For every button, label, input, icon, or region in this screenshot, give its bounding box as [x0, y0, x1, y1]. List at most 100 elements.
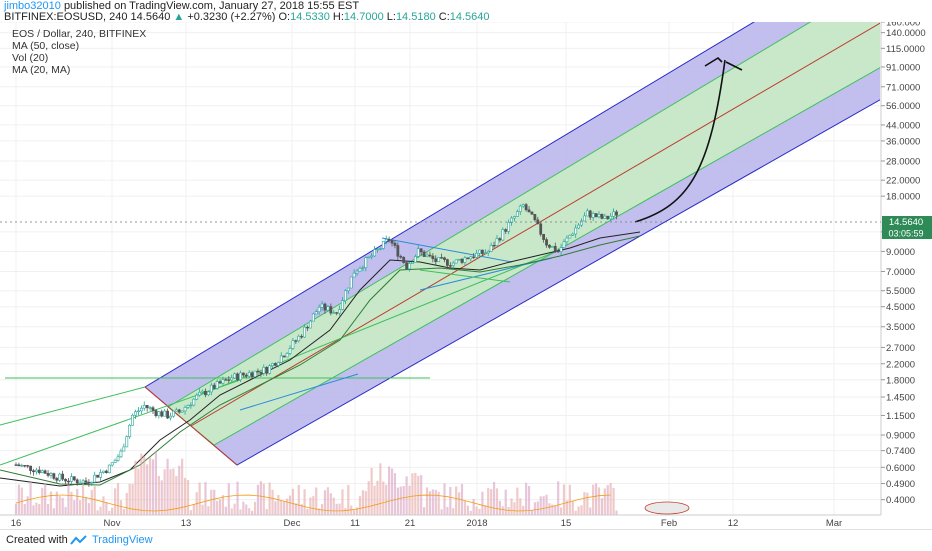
volume-bar	[603, 488, 606, 515]
candle-body	[279, 355, 283, 363]
volume-bar	[76, 488, 79, 515]
volume-bar	[495, 488, 499, 515]
candle-body	[381, 240, 385, 249]
volume-bar	[283, 501, 286, 515]
candle-body	[501, 229, 505, 241]
trend-line-4	[199, 249, 561, 396]
candle-body	[64, 478, 67, 482]
volume-bar	[592, 484, 595, 515]
tradingview-brand-link[interactable]: TradingView	[92, 534, 153, 546]
candle-body	[428, 254, 432, 257]
legend-ma50[interactable]: MA (50, close)	[12, 40, 80, 52]
candle-body	[600, 214, 604, 219]
candle-body	[177, 409, 181, 413]
volume-bar	[373, 485, 376, 515]
volume-bar	[84, 496, 88, 515]
volume-bar	[221, 495, 225, 515]
volume-bar	[469, 510, 472, 515]
price-tick-label: 140.0000	[886, 28, 926, 39]
candle-body	[256, 370, 260, 373]
volume-bar	[484, 505, 487, 515]
price-tick-label: 18.0000	[886, 192, 920, 203]
candle-body	[35, 469, 38, 473]
volume-bar	[277, 495, 280, 515]
candle-body	[355, 270, 359, 274]
price-tick-label: 9.0000	[886, 247, 915, 258]
volume-bar	[198, 482, 201, 515]
candle-body	[457, 258, 461, 261]
price-tick-label: 1.8000	[886, 375, 915, 386]
legend-title: EOS / Dollar, 240, BITFINEX	[12, 28, 147, 40]
volume-bar	[213, 489, 216, 515]
volume-bar	[154, 451, 158, 515]
candle-body	[583, 215, 586, 222]
volume-bar	[38, 504, 41, 515]
candle-body	[469, 256, 473, 260]
candle-body	[303, 326, 306, 338]
volume-bar	[335, 503, 338, 515]
volume-bar	[29, 481, 32, 515]
time-tick-label: Feb	[661, 518, 677, 529]
volume-bar	[388, 466, 391, 515]
time-axis[interactable]: 16 Nov 13 Dec 11 21 2018 15 Feb 12 Mar	[11, 518, 842, 529]
candle-body	[166, 410, 169, 419]
volume-bar	[606, 485, 609, 515]
candle-body	[335, 312, 339, 314]
volume-bar	[122, 508, 125, 515]
price-tick-label: 0.7400	[886, 446, 915, 457]
last-price-tag: 14.5640 03:05:59	[882, 216, 932, 239]
candle-body	[17, 464, 21, 467]
last-price-tag-text: 14.5640	[889, 217, 923, 228]
volume-bar	[446, 506, 449, 515]
price-tick-label: 56.0000	[886, 101, 920, 112]
volume-bar	[466, 505, 469, 515]
candle-body	[396, 245, 400, 257]
candle-body	[553, 245, 557, 252]
volume-bar	[551, 504, 554, 515]
volume-bar	[615, 510, 618, 515]
candle-body	[510, 217, 513, 223]
candle-body	[530, 211, 534, 215]
volume-bar	[481, 491, 484, 515]
candle-body	[332, 312, 336, 314]
candle-body	[172, 410, 175, 417]
volume-bar	[533, 502, 536, 515]
price-tick-label: 4.5000	[886, 302, 915, 313]
candle-body	[612, 211, 615, 217]
volume-bar	[236, 481, 239, 515]
candle-body	[212, 384, 216, 389]
candle-body	[55, 478, 59, 481]
volume-bar	[297, 485, 300, 515]
candle-body	[603, 215, 607, 219]
volume-bar	[597, 487, 601, 515]
candle-body	[384, 239, 388, 242]
legend-volume[interactable]: Vol (20)	[12, 52, 49, 64]
volume-bar	[268, 482, 271, 515]
volume-bar	[55, 491, 58, 515]
candle-body	[137, 410, 140, 413]
volume-bar	[309, 497, 312, 515]
volume-bar	[294, 503, 297, 515]
volume-bar	[242, 501, 245, 515]
volume-bar	[463, 500, 467, 515]
volume-bar	[230, 508, 233, 515]
candle-body	[134, 411, 137, 416]
publisher-username[interactable]: jimbo32010	[4, 0, 61, 12]
volume-bar	[300, 504, 303, 515]
volume-bar	[355, 507, 359, 515]
legend-ma20[interactable]: MA (20, MA)	[12, 64, 71, 76]
time-tick-label: 13	[181, 518, 192, 529]
candle-body	[32, 470, 35, 473]
candle-body	[75, 479, 79, 484]
volume-bar	[411, 473, 414, 515]
volume-bar	[565, 500, 569, 515]
candle-body	[239, 372, 242, 381]
price-tick-label: 160.000	[886, 22, 920, 29]
volume-bar	[455, 486, 458, 515]
volume-bar	[61, 497, 64, 515]
candle-body	[163, 410, 167, 417]
volume-bar	[501, 506, 504, 515]
open-label: O:	[278, 11, 291, 23]
